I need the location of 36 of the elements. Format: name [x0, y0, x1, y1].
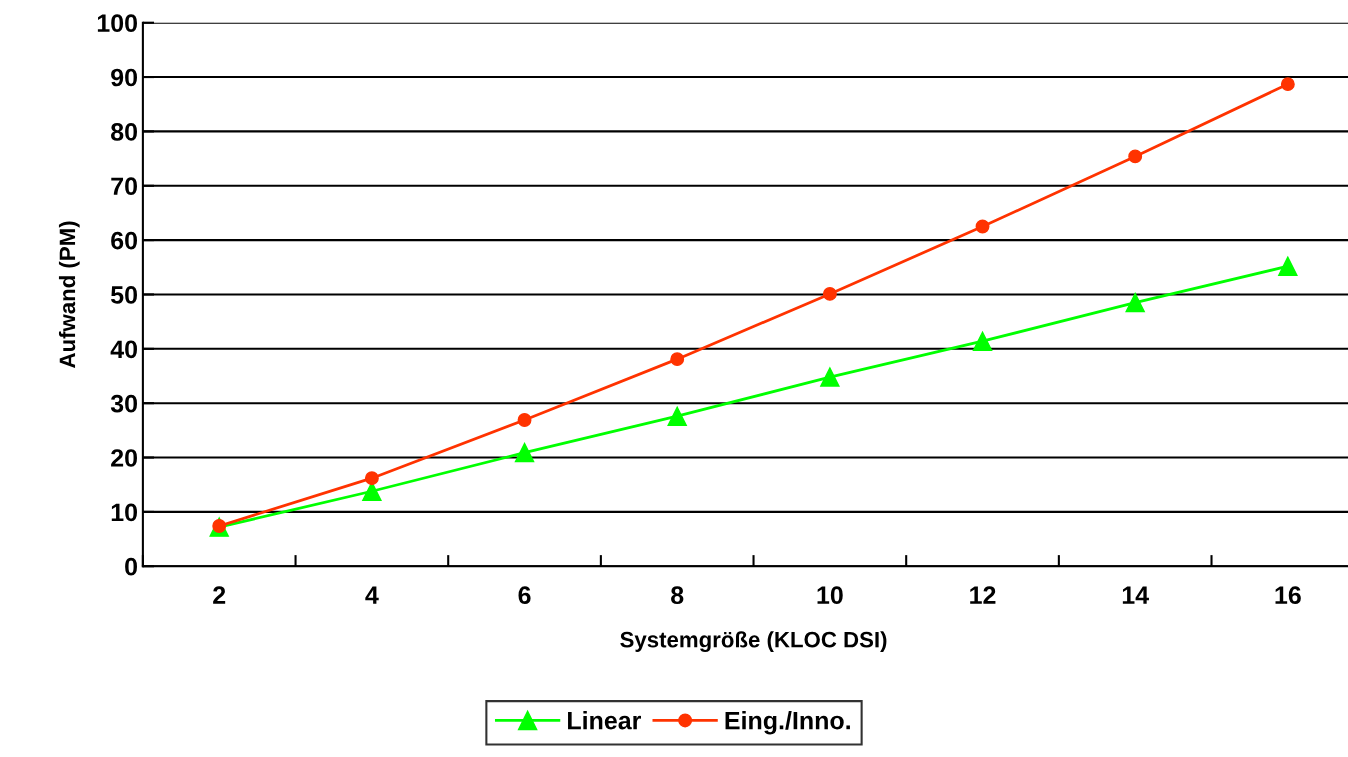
point — [1278, 256, 1298, 276]
y-tick-label: 30 — [110, 394, 137, 413]
point — [820, 367, 840, 387]
point — [822, 286, 837, 301]
x-tick-label: 10 — [817, 586, 843, 605]
y-tick-label: 20 — [111, 449, 137, 467]
y-tick-label: 10 — [111, 503, 137, 522]
point — [1128, 149, 1143, 164]
y-tick-label: 50 — [110, 286, 137, 304]
y-axis-title: Aufwand (PM) — [58, 221, 80, 368]
x-tick-label: 4 — [365, 586, 379, 604]
point — [972, 331, 993, 351]
y-tick-label: 70 — [111, 177, 137, 196]
legend-label: Eing./Inno. — [725, 711, 850, 735]
y-tick-label: 0 — [125, 557, 137, 576]
y-tick-label: 90 — [111, 68, 137, 87]
x-tick-label: 2 — [213, 586, 226, 604]
x-axis-title: Systemgröße (KLOC DSI) — [620, 631, 887, 653]
y-tick-label: 40 — [110, 340, 137, 359]
x-tick-label: 8 — [671, 586, 684, 605]
x-tick-label: 14 — [1122, 586, 1149, 604]
point — [517, 413, 532, 427]
point — [514, 442, 535, 463]
point — [975, 219, 990, 234]
y-tick-label: 100 — [97, 14, 138, 33]
x-tick-label: 16 — [1275, 586, 1301, 605]
point — [670, 352, 685, 367]
point — [667, 406, 687, 426]
point — [1125, 292, 1145, 313]
x-tick-label: 12 — [970, 586, 996, 604]
y-tick-label: 80 — [111, 123, 137, 141]
y-tick-label: 60 — [111, 231, 137, 250]
point — [364, 471, 379, 486]
x-tick-label: 6 — [518, 586, 531, 605]
legend-label: Linear — [568, 711, 642, 730]
point — [1280, 77, 1295, 92]
